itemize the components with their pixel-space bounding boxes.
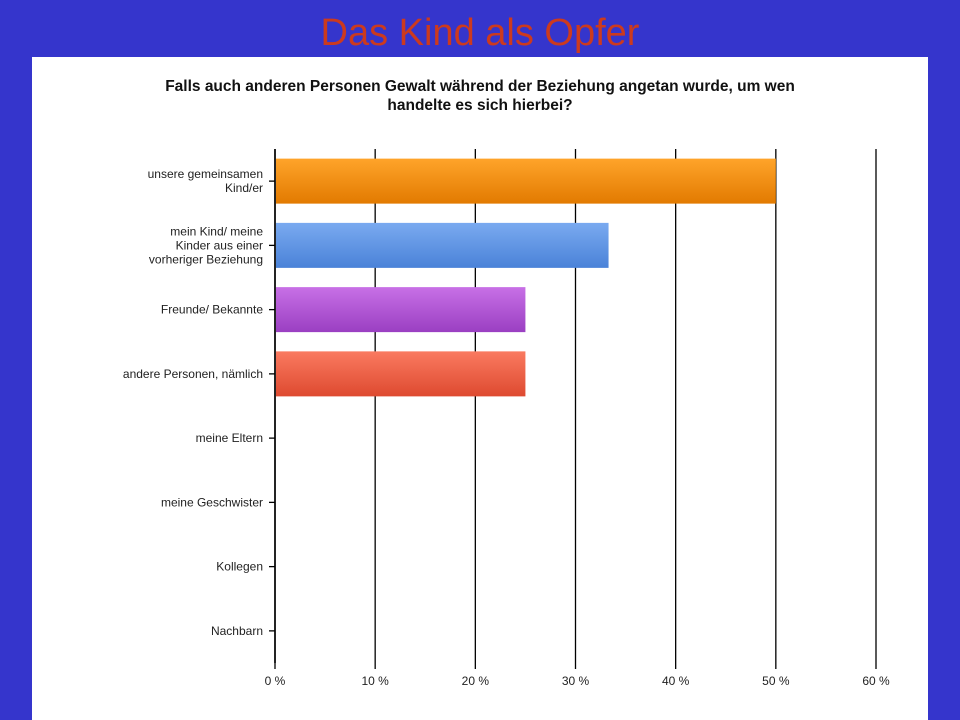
chart-title-line-2: handelte es sich hierbei? — [387, 97, 573, 114]
category-label: vorheriger Beziehung — [149, 252, 263, 266]
category-label: meine Eltern — [196, 431, 263, 445]
bar — [276, 351, 526, 397]
x-tick-label: 30 % — [562, 674, 590, 688]
x-tick-label: 60 % — [862, 674, 890, 688]
x-tick-label: 40 % — [662, 674, 690, 688]
bar — [276, 287, 526, 333]
bar — [276, 158, 776, 204]
x-tick-label: 10 % — [361, 674, 389, 688]
bar — [276, 222, 609, 268]
category-label: Nachbarn — [211, 624, 263, 638]
chart-panel: Falls auch anderen Personen Gewalt währe… — [32, 57, 928, 720]
category-label: Freunde/ Bekannte — [161, 303, 263, 317]
category-label: mein Kind/ meine — [170, 224, 263, 238]
category-label: Kind/er — [225, 181, 263, 195]
category-label: meine Geschwister — [161, 495, 263, 509]
slide-title: Das Kind als Opfer — [320, 12, 640, 54]
category-label: Kinder aus einer — [176, 238, 263, 252]
x-tick-label: 50 % — [762, 674, 790, 688]
category-label: andere Personen, nämlich — [123, 367, 263, 381]
chart-title-line-1: Falls auch anderen Personen Gewalt währe… — [165, 78, 795, 95]
chart-title: Falls auch anderen Personen Gewalt währe… — [32, 77, 928, 115]
x-tick-label: 0 % — [265, 674, 286, 688]
x-tick-label: 20 % — [462, 674, 490, 688]
category-label: Kollegen — [216, 560, 263, 574]
bar-chart: 0 % 10 % 20 % 30 % 40 % 50 % 60 % unsere gemein… — [123, 149, 890, 688]
category-label: unsere gemeinsamen — [148, 167, 263, 181]
